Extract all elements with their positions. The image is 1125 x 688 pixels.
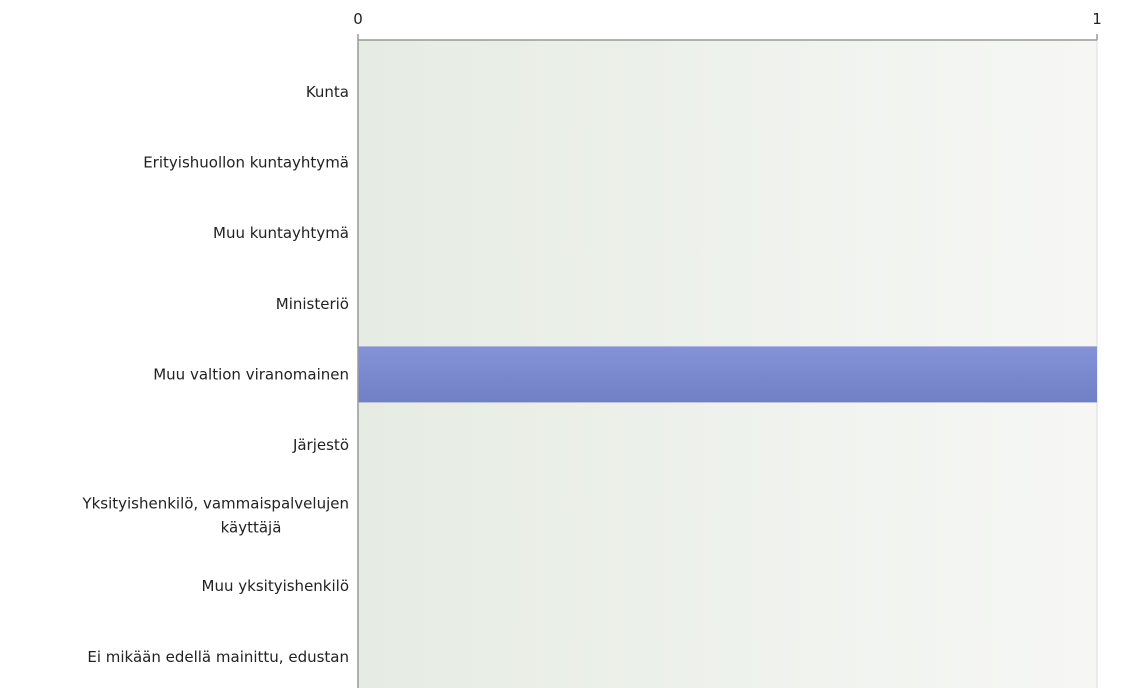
category-label-3: Muu kuntayhtymä [213,224,349,242]
category-label-2: Erityishuollon kuntayhtymä [143,154,349,172]
category-label-4: Ministeriö [276,295,349,313]
x-tick-label-0: 0 [353,10,363,28]
x-tick-label-1: 1 [1092,10,1102,28]
category-label-9: Ei mikään edellä mainittu, edustan [87,648,349,666]
category-label-1: Kunta [306,83,349,101]
category-label-5: Muu valtion viranomainen [153,365,349,383]
category-label-6: Järjestö [292,436,349,454]
bar-5 [358,346,1097,403]
category-label-7: Yksityishenkilö, vammaispalvelujen käyttä… [81,495,349,537]
category-label-8: Muu yksityishenkilö [202,577,349,595]
